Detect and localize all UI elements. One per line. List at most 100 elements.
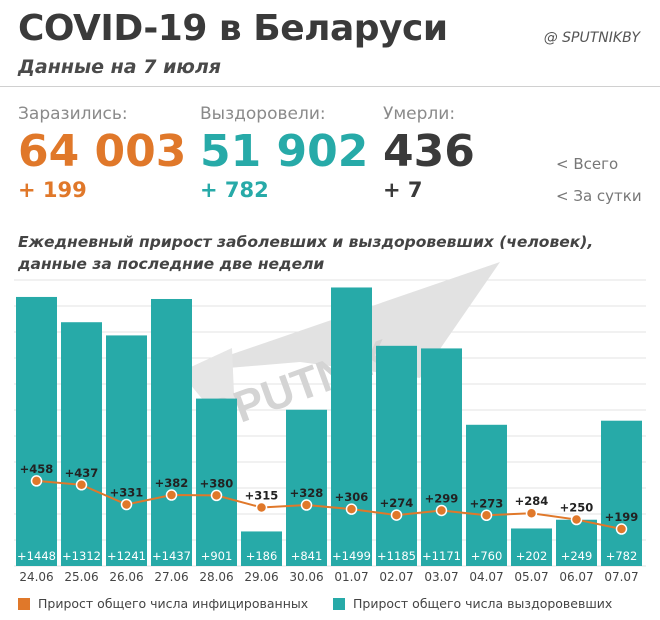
line-point: [30, 475, 43, 487]
line-point: [435, 504, 448, 517]
bar: [16, 296, 57, 566]
stat-recovered-total: 51 902: [200, 126, 369, 177]
x-tick-label: 01.07: [334, 570, 368, 584]
line-point-label: +273: [470, 496, 504, 510]
bar-label: +1185: [377, 549, 416, 563]
line-point-label: +437: [65, 466, 99, 480]
stat-deaths-delta: + 7: [383, 178, 423, 203]
legend-infected-label: Прирост общего числа инфицированных: [38, 596, 309, 611]
x-tick-label: 24.06: [19, 570, 53, 584]
x-tick-label: 04.07: [469, 570, 503, 584]
bar-label: +249: [561, 549, 593, 563]
chart-title-line1: Ежедневный прирост заболевших и выздоров…: [18, 233, 594, 251]
bar: [196, 398, 237, 566]
bar: [286, 409, 327, 566]
x-tick-label: 06.07: [559, 570, 593, 584]
line-point: [525, 507, 538, 519]
x-tick-label: 27.06: [154, 570, 188, 584]
bar: [331, 287, 372, 566]
line-point-label: +299: [425, 491, 459, 505]
stat-recovered-label: Выздоровели:: [200, 104, 326, 124]
side-legend-total: < Всего: [556, 155, 619, 173]
line-point-label: +382: [155, 476, 189, 490]
line-point-label: +274: [380, 496, 414, 510]
x-tick-label: 02.07: [379, 570, 413, 584]
bar-label: +1312: [62, 549, 101, 563]
legend-recovered-label: Прирост общего числа выздоровевших: [353, 596, 613, 611]
line-point: [165, 489, 178, 501]
line-point-label: +306: [335, 490, 369, 504]
bar-label: +782: [606, 549, 638, 563]
line-point: [75, 479, 88, 491]
bar-label: +1499: [332, 549, 371, 563]
bar: [421, 348, 462, 566]
bar-series: +1448 +1312 +1241 +1437 +901 +186 +841 +1499 +11…: [16, 287, 642, 566]
bar: [61, 322, 102, 566]
line-point-label: +315: [245, 488, 279, 502]
line-point-label: +331: [110, 485, 144, 499]
line-point-label: +458: [20, 462, 54, 476]
x-tick-label: 30.06: [289, 570, 323, 584]
legend-infected-swatch: [18, 598, 30, 610]
chart-title: Ежедневный прирост заболевших и выздоров…: [18, 231, 638, 275]
x-tick-label: 28.06: [199, 570, 233, 584]
chart-title-line2: данные за последние две недели: [18, 255, 325, 273]
stat-deaths-label: Умерли:: [383, 104, 456, 124]
stat-infected-delta: + 199: [18, 178, 87, 203]
stat-infected-label: Заразились:: [18, 104, 128, 124]
bar-label: +1241: [107, 549, 146, 563]
line-point: [210, 489, 223, 502]
bar-label: +1437: [152, 549, 191, 563]
brand-label[interactable]: @ SPUTNIKBY: [543, 30, 640, 46]
bar: [511, 528, 552, 566]
bar: [466, 424, 507, 566]
line-point: [390, 509, 403, 521]
bar: [241, 531, 282, 566]
legend-infected: Прирост общего числа инфицированных: [18, 596, 308, 611]
line-point: [345, 503, 358, 515]
legend-recovered-swatch: [333, 598, 345, 610]
bar-label: +1171: [422, 549, 461, 563]
line-series: +458 +437 +331 +382 +380 +315 +328 +306 +274 +299…: [20, 462, 639, 535]
bar: [556, 519, 597, 566]
x-axis-labels: 24.06 25.06 26.06 27.06 28.06 29.06 30.06 01.07…: [19, 570, 638, 584]
bar: [106, 335, 147, 566]
line-point-label: +199: [605, 510, 639, 524]
bar-label: +841: [291, 549, 323, 563]
line-point: [480, 509, 493, 522]
bar: [601, 420, 642, 566]
line-point-label: +250: [560, 501, 594, 515]
bar-label: +186: [246, 549, 278, 563]
x-tick-label: 29.06: [244, 570, 278, 584]
stat-recovered-delta: + 782: [200, 178, 269, 203]
bar-label: +760: [471, 549, 503, 563]
line-point: [615, 523, 628, 535]
bar-label: +1448: [17, 549, 56, 563]
line-point: [300, 499, 313, 511]
bar: [151, 298, 192, 566]
infected-line: [36, 479, 622, 531]
line-point-label: +328: [290, 486, 324, 500]
x-tick-label: 26.06: [109, 570, 143, 584]
x-tick-label: 05.07: [514, 570, 548, 584]
stat-deaths: Умерли: 436 + 7: [383, 104, 475, 202]
page-subtitle: Данные на 7 июля: [18, 56, 221, 78]
stat-recovered: Выздоровели: 51 902 + 782: [200, 104, 368, 202]
line-point-label: +380: [200, 476, 234, 490]
bar-label: +901: [201, 549, 233, 563]
line-point: [570, 513, 583, 526]
legend-recovered: Прирост общего числа выздоровевших: [333, 596, 612, 611]
bar: [376, 345, 417, 566]
line-point-label: +284: [515, 494, 549, 508]
side-legend-daily: < За сутки: [556, 187, 642, 205]
line-point: [255, 501, 268, 514]
x-tick-label: 03.07: [424, 570, 458, 584]
stat-infected: Заразились: 64 003 + 199: [18, 104, 186, 202]
header-divider: [0, 86, 660, 87]
stat-infected-total: 64 003: [18, 126, 187, 177]
page-title: COVID-19 в Беларуси: [18, 8, 448, 49]
line-point: [120, 498, 133, 511]
x-tick-label: 25.06: [64, 570, 98, 584]
stat-deaths-total: 436: [383, 126, 475, 177]
